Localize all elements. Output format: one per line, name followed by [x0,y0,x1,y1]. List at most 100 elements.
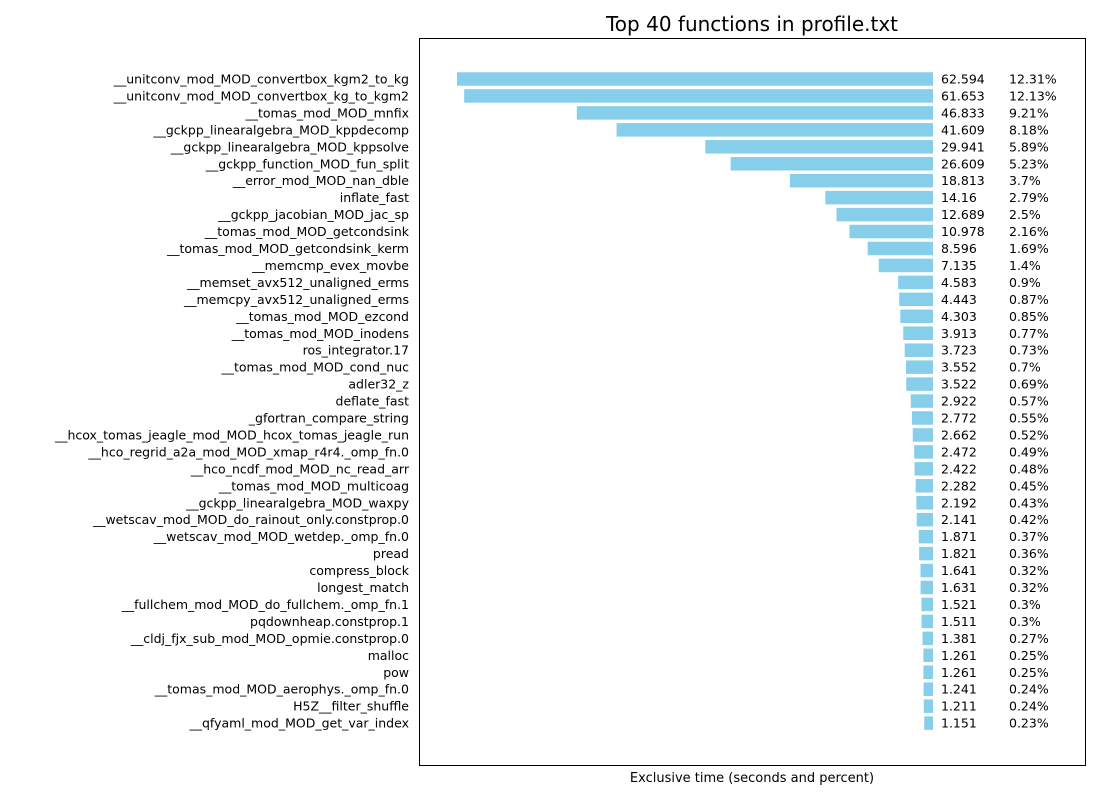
category-label: __fullchem_mod_MOD_do_fullchem._omp_fn.1 [121,597,409,612]
percent-label: 0.23% [1009,716,1049,731]
bar [867,241,933,256]
bar [923,682,933,696]
bar [918,529,933,544]
value-label: 1.261 [941,665,977,680]
percent-label: 12.13% [1009,88,1057,103]
category-label: __tomas_mod_MOD_inodens [231,326,409,341]
value-label: 29.941 [941,139,985,154]
bar [919,546,933,561]
category-label: __gckpp_function_MOD_fun_split [205,156,409,171]
percent-label: 0.9% [1009,275,1041,290]
percent-label: 1.69% [1009,241,1049,256]
value-label: 18.813 [941,173,985,188]
bar [464,89,933,103]
value-label: 3.522 [941,377,977,392]
category-label: __gckpp_linearalgebra_MOD_kppsolve [170,139,409,154]
bar [921,597,933,612]
percent-label: 0.25% [1009,648,1049,663]
value-label: 61.653 [941,88,985,103]
percent-label: 2.79% [1009,190,1049,205]
value-label: 3.552 [941,360,977,375]
percent-label: 0.32% [1009,563,1049,578]
bar [923,648,933,663]
value-label: 2.472 [941,444,977,459]
bar [915,479,933,493]
percent-label: 0.87% [1009,292,1049,307]
category-label: __tomas_mod_MOD_multicoag [218,478,409,493]
percent-labels-group: 12.31%12.13% 9.21% 8.18% 5.89% 5.23% 3.7% 2.79… [1009,72,1057,731]
value-label: 1.381 [941,631,977,646]
percent-label: 0.36% [1009,546,1049,561]
value-label: 1.511 [941,614,977,629]
percent-label: 1.4% [1009,258,1041,273]
bar [916,496,933,510]
bar [705,140,933,154]
value-label: 1.521 [941,597,977,612]
plot-frame [419,38,1086,766]
bar [899,292,933,307]
bar [903,326,933,340]
value-label: 62.594 [941,72,985,87]
value-label: 4.583 [941,275,977,290]
category-label: __wetscav_mod_MOD_wetdep._omp_fn.0 [153,529,409,544]
category-label: ros_integrator.17 [303,343,409,358]
category-label: __tomas_mod_MOD_cond_nuc [221,360,410,375]
percent-label: 0.85% [1009,309,1049,324]
category-label: pqdownheap.constprop.1 [250,614,409,629]
value-label: 14.16 [941,190,977,205]
bar [898,275,933,290]
bar [457,72,933,86]
bar [906,377,933,391]
percent-label: 0.3% [1009,614,1041,629]
category-label: longest_match [317,580,409,595]
category-label: __tomas_mod_MOD_ezcond [235,309,409,324]
percent-label: 9.21% [1009,105,1049,120]
percent-label: 0.7% [1009,360,1041,375]
percent-label: 0.3% [1009,597,1041,612]
category-label: __hcox_tomas_jeagle_mod_MOD_hcox_tomas_j… [54,427,409,442]
bar [878,258,933,273]
percent-label: 0.42% [1009,512,1049,527]
category-label: __qfyaml_mod_MOD_get_var_index [188,716,409,731]
value-label: 1.241 [941,682,977,697]
category-label: __hco_ncdf_mod_MOD_nc_read_arr [190,461,410,476]
bar [911,411,933,425]
value-label: 8.596 [941,241,977,256]
value-label: 7.135 [941,258,977,273]
value-label: 10.978 [941,224,985,239]
category-label: __tomas_mod_MOD_mnfix [244,105,409,120]
bar [920,580,933,595]
percent-label: 0.32% [1009,580,1049,595]
category-label: inflate_fast [340,190,409,205]
percent-label: 0.52% [1009,427,1049,442]
percent-label: 5.23% [1009,156,1049,171]
bar [730,157,933,171]
percent-label: 2.5% [1009,207,1041,222]
value-label: 4.303 [941,309,977,324]
bar [616,123,933,137]
percent-label: 3.7% [1009,173,1041,188]
value-label: 2.422 [941,461,977,476]
percent-label: 0.45% [1009,478,1049,493]
value-label: 1.871 [941,529,977,544]
bar [924,716,933,730]
bar [920,563,933,578]
chart-title: Top 40 functions in profile.txt [605,12,898,36]
category-label: __memcmp_evex_movbe [251,258,409,273]
category-label: _gfortran_compare_string [248,411,409,426]
category-label: __memset_avx512_unaligned_erms [186,275,409,290]
category-label: __gckpp_linearalgebra_MOD_waxpy [185,495,409,510]
bar [900,309,933,324]
category-label: __gckpp_linearalgebra_MOD_kppdecomp [152,122,409,137]
category-label: __unitconv_mod_MOD_convertbox_kg_to_kgm2 [113,88,409,103]
percent-label: 0.43% [1009,495,1049,510]
percent-label: 0.69% [1009,377,1049,392]
bar [914,462,933,476]
value-label: 2.141 [941,512,977,527]
category-label: __wetscav_mod_MOD_do_rainout_only.constp… [92,512,409,527]
bar [825,190,933,205]
x-axis-label: Exclusive time (seconds and percent) [630,771,874,786]
value-label: 1.631 [941,580,977,595]
